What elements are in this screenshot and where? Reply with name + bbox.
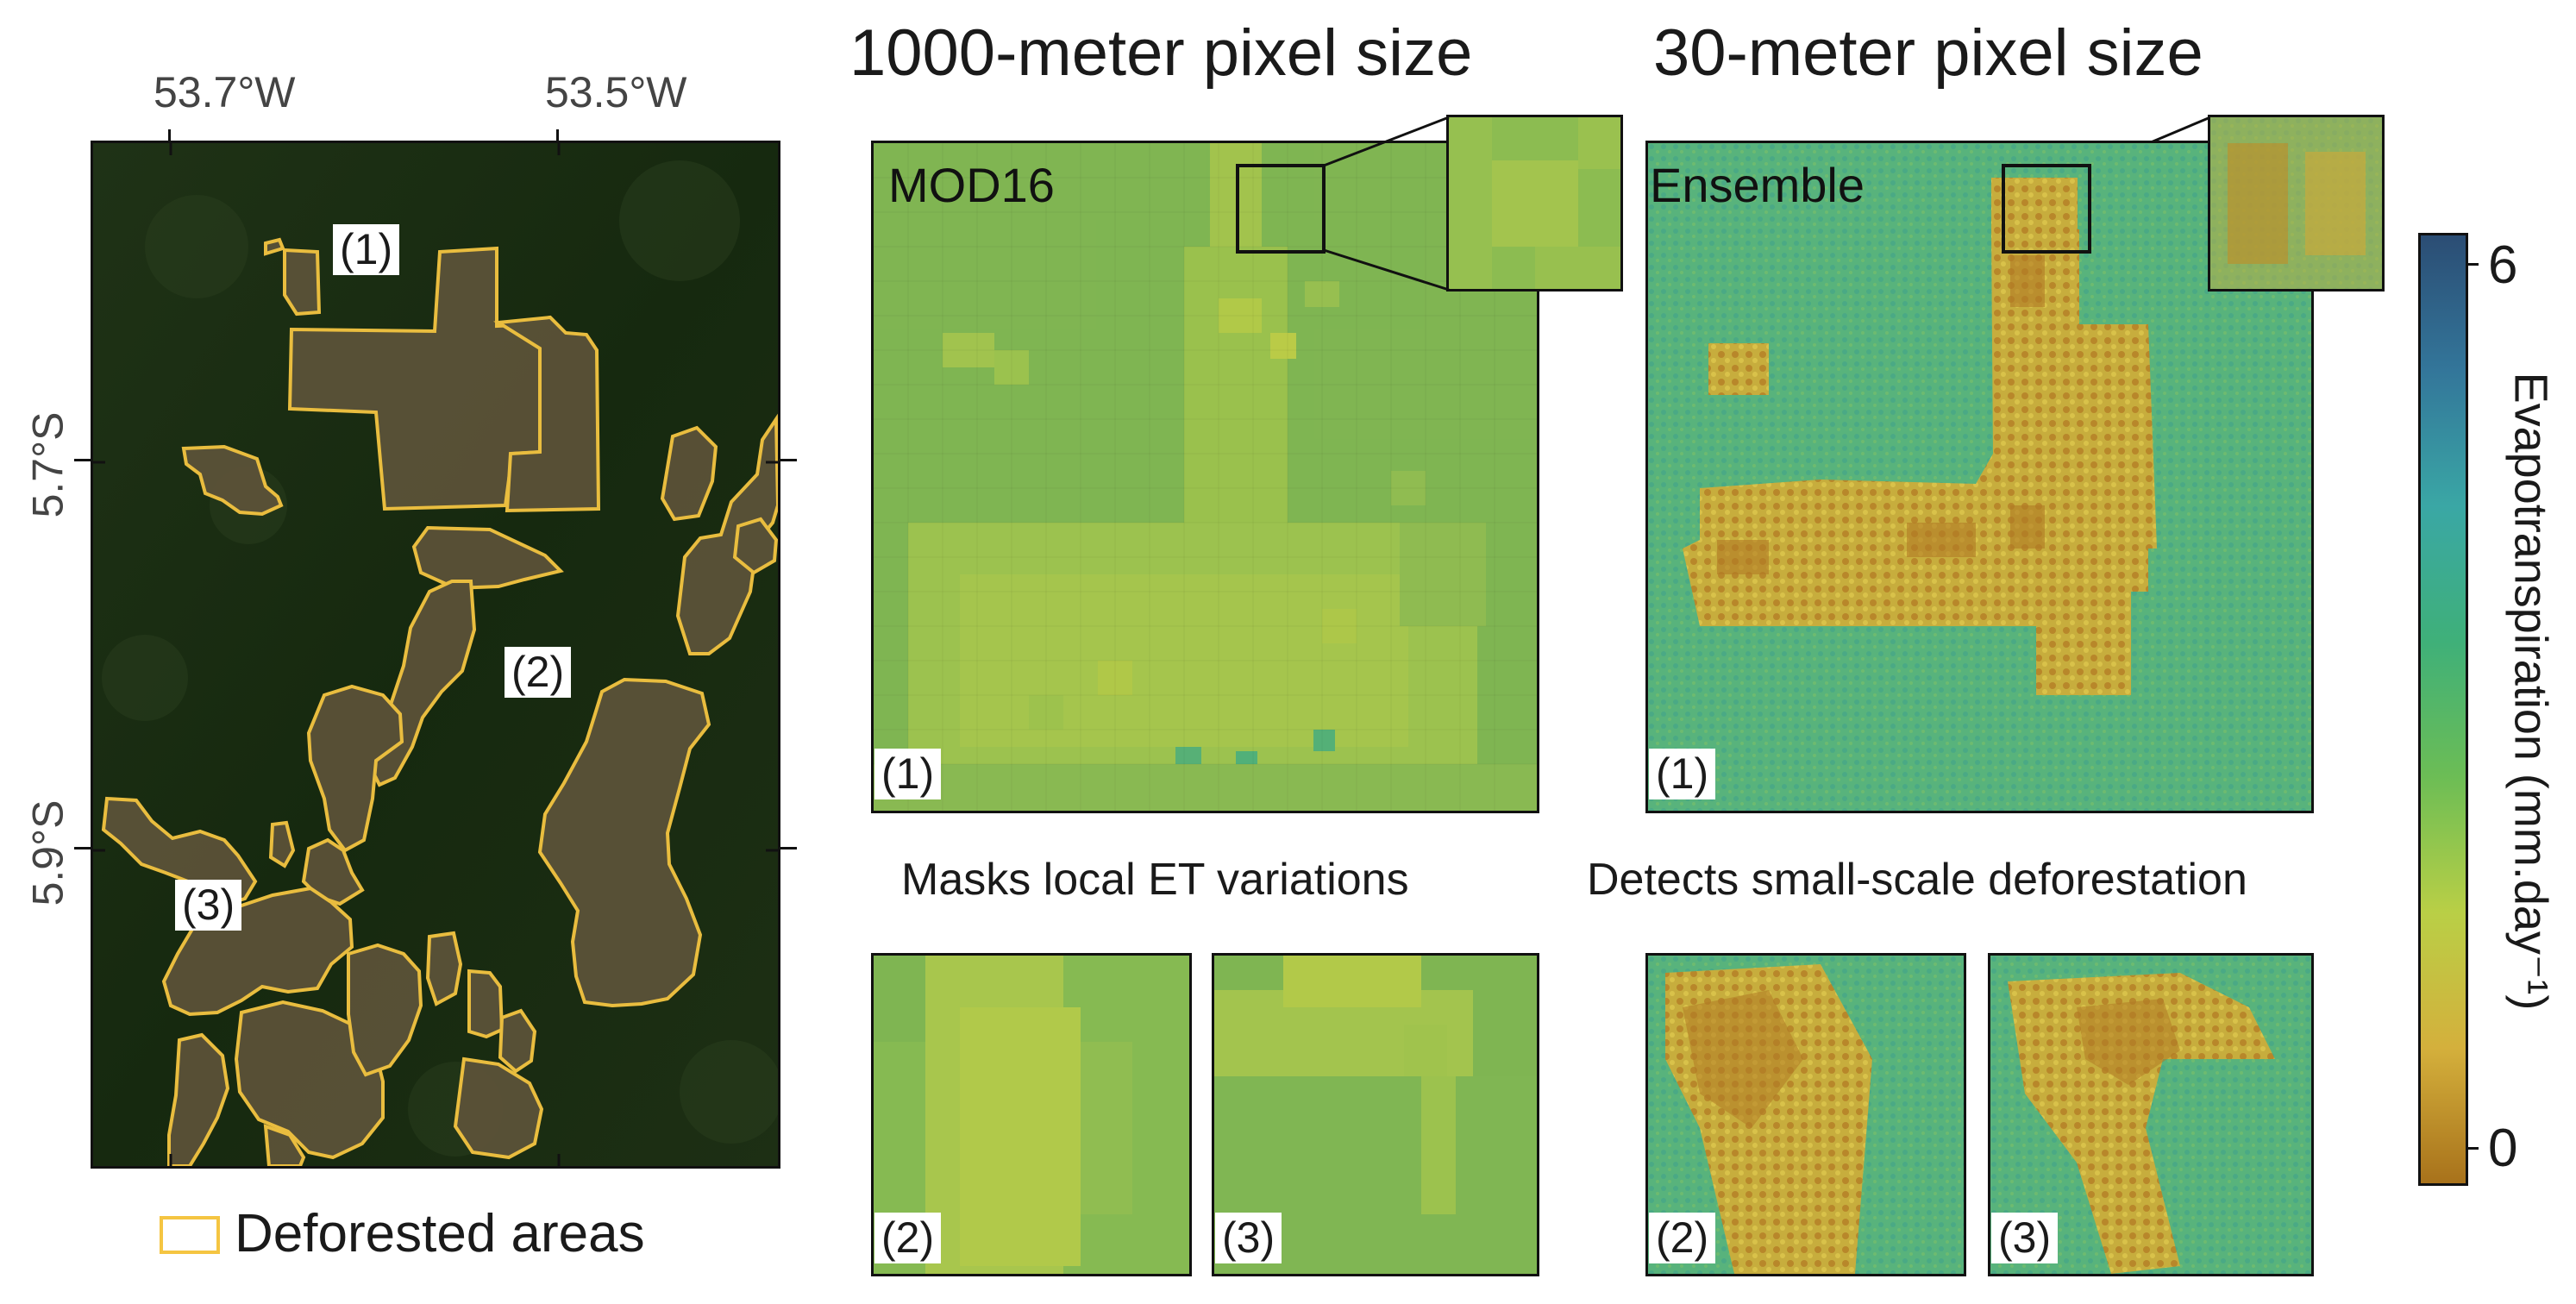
- ensemble-small-label-3: (3): [1991, 1213, 2059, 1263]
- lon-label-53-7: 53.7°W: [154, 68, 296, 116]
- mod16-title: MOD16: [888, 158, 1055, 212]
- mod16-grid: [874, 143, 1537, 811]
- colorbar-min-label: 0: [2488, 1119, 2518, 1178]
- map-tick-lat-5-9-left: [74, 847, 93, 849]
- ensemble-main-panel: [1645, 141, 2314, 813]
- colorbar-title: Evapotranspiration (mm.day⁻¹): [2504, 372, 2557, 1011]
- map-area-label-2: (2): [505, 647, 572, 698]
- ensemble-main-label: (1): [1649, 749, 1716, 799]
- map-tick-lat-5-9-right: [778, 847, 797, 849]
- map-tick-lon-53-7-outer: [168, 129, 171, 143]
- mod16-small-label-3: (3): [1215, 1213, 1282, 1263]
- lat-label-5-9: 5.9°S: [22, 799, 72, 906]
- map-tick-lat-5-7-right: [778, 459, 797, 461]
- ensemble-small-label-2: (2): [1649, 1213, 1716, 1263]
- satellite-map: [91, 141, 780, 1169]
- colorbar-max-label: 6: [2488, 235, 2518, 295]
- legend-label: Deforested areas: [235, 1204, 645, 1263]
- mod16-small-panel-2: [871, 953, 1192, 1276]
- mod16-inset: [1446, 115, 1623, 292]
- colorbar: [2418, 233, 2468, 1186]
- ensemble-inset: [2208, 115, 2385, 292]
- caption-coarse: Masks local ET variations: [901, 855, 1409, 905]
- mod16-main-panel: [871, 141, 1539, 813]
- mod16-small-panel-3: [1212, 953, 1539, 1276]
- satellite-map-canvas: [93, 143, 778, 1166]
- map-area-label-3: (3): [175, 880, 242, 931]
- mod16-main-label: (1): [874, 749, 942, 799]
- colorbar-tick-min: [2468, 1147, 2479, 1150]
- map-area-label-1: (1): [333, 224, 400, 275]
- lon-label-53-5: 53.5°W: [545, 68, 687, 116]
- mod16-small-label-2: (2): [874, 1213, 942, 1263]
- colorbar-tick-max: [2468, 263, 2479, 266]
- ensemble-canvas: [1648, 143, 2311, 811]
- map-tick-lon-53-5-outer: [556, 129, 559, 143]
- ensemble-title: Ensemble: [1650, 158, 1865, 212]
- heading-fine: 30-meter pixel size: [1653, 16, 2203, 90]
- heading-coarse: 1000-meter pixel size: [849, 16, 1473, 90]
- legend-swatch: [160, 1216, 220, 1254]
- lat-label-5-7: 5.7°S: [22, 411, 72, 518]
- caption-fine: Detects small-scale deforestation: [1587, 855, 2247, 905]
- map-tick-lat-5-7-left: [74, 459, 93, 461]
- deforested-polygons: [101, 237, 778, 1166]
